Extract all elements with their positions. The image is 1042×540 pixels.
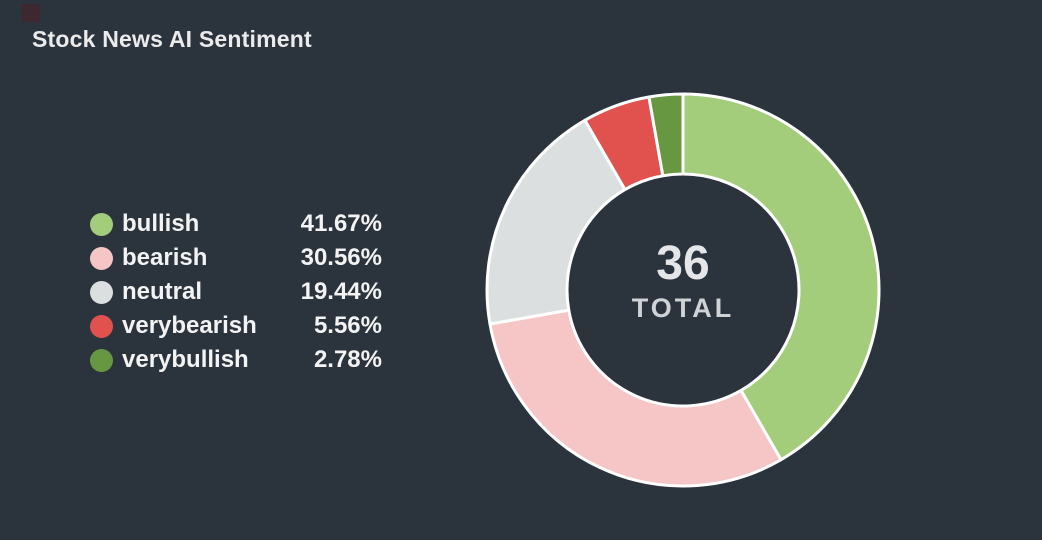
donut-slice-bullish[interactable] xyxy=(681,92,881,462)
legend-item-verybearish[interactable]: verybearish 5.56% xyxy=(90,309,382,343)
legend-item-bearish[interactable]: bearish 30.56% xyxy=(90,241,382,275)
donut-slice-bearish[interactable] xyxy=(488,308,783,488)
corner-marker xyxy=(22,4,40,22)
legend-percent: 30.56% xyxy=(300,244,382,271)
legend-percent: 41.67% xyxy=(300,210,382,237)
legend-swatch xyxy=(90,212,113,236)
legend-swatch xyxy=(90,348,113,372)
legend-item-bullish[interactable]: bullish 41.67% xyxy=(90,207,382,241)
legend-percent: 2.78% xyxy=(313,346,382,373)
donut-slice-verybullish[interactable] xyxy=(647,92,685,178)
legend-label: verybearish xyxy=(122,312,257,339)
legend-percent: 19.44% xyxy=(300,278,382,305)
legend-label: bearish xyxy=(122,244,208,271)
legend-swatch xyxy=(90,246,113,270)
donut-chart-svg xyxy=(485,92,881,488)
donut-slice-neutral[interactable] xyxy=(485,118,627,326)
legend-label: bullish xyxy=(122,210,200,237)
legend-item-verybullish[interactable]: verybullish 2.78% xyxy=(90,343,382,377)
donut-chart xyxy=(473,80,893,500)
page-title: Stock News AI Sentiment xyxy=(32,26,312,52)
legend-item-neutral[interactable]: neutral 19.44% xyxy=(90,275,382,309)
chart-legend: bullish 41.67% bearish 30.56% neutral 19… xyxy=(90,207,382,377)
legend-swatch xyxy=(90,280,113,304)
legend-percent: 5.56% xyxy=(313,312,382,339)
legend-label: verybullish xyxy=(122,346,249,373)
legend-label: neutral xyxy=(122,278,203,305)
legend-swatch xyxy=(90,314,113,338)
